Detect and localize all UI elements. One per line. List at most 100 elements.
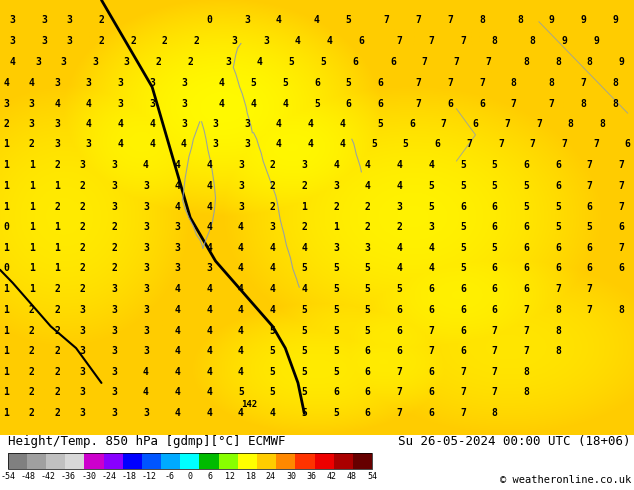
Text: 5: 5 bbox=[491, 243, 498, 253]
Text: 0: 0 bbox=[206, 15, 212, 24]
Text: 9: 9 bbox=[548, 15, 555, 24]
Text: 5: 5 bbox=[365, 326, 371, 336]
Text: 1: 1 bbox=[29, 243, 35, 253]
Text: 3: 3 bbox=[124, 57, 130, 67]
Text: 4: 4 bbox=[307, 140, 314, 149]
Text: 3: 3 bbox=[149, 98, 155, 109]
Text: 4: 4 bbox=[333, 160, 339, 171]
Text: 1: 1 bbox=[3, 326, 10, 336]
Text: 3: 3 bbox=[238, 181, 244, 191]
Text: 7: 7 bbox=[561, 140, 567, 149]
Text: 5: 5 bbox=[428, 181, 434, 191]
Text: 3: 3 bbox=[111, 284, 117, 294]
Text: 5: 5 bbox=[586, 222, 593, 232]
Text: 8: 8 bbox=[523, 367, 529, 377]
Text: 6: 6 bbox=[346, 98, 352, 109]
Text: 3: 3 bbox=[181, 98, 187, 109]
Text: 7: 7 bbox=[491, 388, 498, 397]
Text: 3: 3 bbox=[79, 326, 86, 336]
Text: 9: 9 bbox=[580, 15, 586, 24]
Text: 18: 18 bbox=[245, 472, 256, 482]
Text: 3: 3 bbox=[79, 346, 86, 356]
Text: 6: 6 bbox=[523, 284, 529, 294]
Text: 5: 5 bbox=[288, 57, 295, 67]
Text: 8: 8 bbox=[529, 36, 536, 47]
Text: 2: 2 bbox=[79, 284, 86, 294]
Text: 5: 5 bbox=[460, 264, 466, 273]
Bar bbox=[142, 453, 161, 469]
Text: 2: 2 bbox=[54, 160, 60, 171]
Text: 3: 3 bbox=[181, 78, 187, 88]
Text: 2: 2 bbox=[162, 36, 168, 47]
Text: 6: 6 bbox=[479, 98, 485, 109]
Text: 5: 5 bbox=[460, 222, 466, 232]
Text: 7: 7 bbox=[523, 346, 529, 356]
Text: 5: 5 bbox=[333, 408, 339, 418]
Text: 4: 4 bbox=[206, 222, 212, 232]
Text: 7: 7 bbox=[460, 367, 466, 377]
Text: 2: 2 bbox=[111, 243, 117, 253]
Text: 4: 4 bbox=[238, 264, 244, 273]
Text: 8: 8 bbox=[555, 57, 561, 67]
Text: 3: 3 bbox=[41, 15, 48, 24]
Text: -48: -48 bbox=[20, 472, 36, 482]
Text: 4: 4 bbox=[174, 326, 181, 336]
Text: 1: 1 bbox=[3, 408, 10, 418]
Text: 0: 0 bbox=[3, 222, 10, 232]
Text: 2: 2 bbox=[54, 388, 60, 397]
Text: 4: 4 bbox=[181, 140, 187, 149]
Text: 3: 3 bbox=[111, 388, 117, 397]
Text: 3: 3 bbox=[143, 202, 149, 212]
Bar bbox=[276, 453, 295, 469]
Text: 6: 6 bbox=[365, 367, 371, 377]
Text: 7: 7 bbox=[586, 284, 593, 294]
Text: 1: 1 bbox=[3, 284, 10, 294]
Text: 5: 5 bbox=[365, 305, 371, 315]
Text: 6: 6 bbox=[377, 78, 384, 88]
Text: 4: 4 bbox=[219, 78, 225, 88]
Text: 3: 3 bbox=[143, 243, 149, 253]
Text: 3: 3 bbox=[79, 160, 86, 171]
Text: 3: 3 bbox=[111, 305, 117, 315]
Text: 4: 4 bbox=[365, 160, 371, 171]
Text: -12: -12 bbox=[142, 472, 157, 482]
Text: 8: 8 bbox=[491, 36, 498, 47]
Text: 6: 6 bbox=[460, 284, 466, 294]
Text: 4: 4 bbox=[149, 119, 155, 129]
Text: 4: 4 bbox=[10, 57, 16, 67]
Text: 3: 3 bbox=[54, 119, 60, 129]
Text: 6: 6 bbox=[586, 202, 593, 212]
Text: 4: 4 bbox=[174, 305, 181, 315]
Text: 9: 9 bbox=[612, 15, 618, 24]
Text: 8: 8 bbox=[491, 408, 498, 418]
Text: 6: 6 bbox=[491, 202, 498, 212]
Text: 1: 1 bbox=[54, 243, 60, 253]
Text: 4: 4 bbox=[174, 367, 181, 377]
Text: 7: 7 bbox=[447, 15, 453, 24]
Text: 1: 1 bbox=[3, 305, 10, 315]
Text: 1: 1 bbox=[29, 202, 35, 212]
Text: 5: 5 bbox=[403, 140, 409, 149]
Text: 2: 2 bbox=[29, 346, 35, 356]
Text: 5: 5 bbox=[333, 326, 339, 336]
Text: 7: 7 bbox=[453, 57, 460, 67]
Text: 4: 4 bbox=[206, 202, 212, 212]
Bar bbox=[103, 453, 123, 469]
Text: 6: 6 bbox=[523, 264, 529, 273]
Text: 1: 1 bbox=[29, 181, 35, 191]
Text: 4: 4 bbox=[307, 119, 314, 129]
Text: 4: 4 bbox=[238, 408, 244, 418]
Text: -30: -30 bbox=[81, 472, 96, 482]
Text: 3: 3 bbox=[143, 408, 149, 418]
Text: 7: 7 bbox=[536, 119, 542, 129]
Text: 5: 5 bbox=[346, 78, 352, 88]
Text: 3: 3 bbox=[396, 202, 403, 212]
Text: 6: 6 bbox=[447, 98, 453, 109]
Text: 1: 1 bbox=[29, 264, 35, 273]
Text: 3: 3 bbox=[263, 36, 269, 47]
Text: 4: 4 bbox=[396, 181, 403, 191]
Text: 6: 6 bbox=[396, 346, 403, 356]
Text: 7: 7 bbox=[618, 160, 624, 171]
Text: 3: 3 bbox=[79, 388, 86, 397]
Text: 3: 3 bbox=[111, 346, 117, 356]
